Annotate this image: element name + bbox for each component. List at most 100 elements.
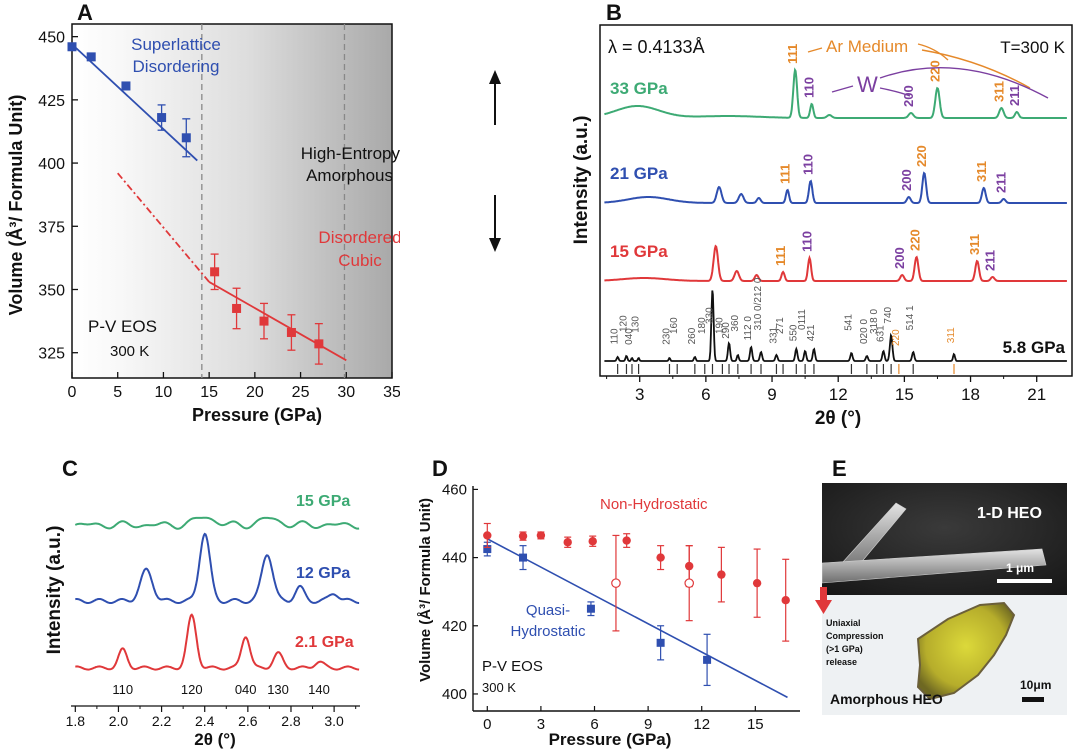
- data-point: [483, 545, 492, 554]
- temperature-label: T=300 K: [1000, 38, 1065, 57]
- peak-label: 220: [908, 229, 923, 251]
- annot-d-300k: 300 K: [482, 680, 516, 695]
- peak-label: 220: [927, 60, 942, 82]
- x-tick-label: 21: [1027, 385, 1046, 404]
- panel-label-b: B: [606, 0, 622, 25]
- data-point: [563, 538, 572, 547]
- fit-line: [71, 43, 198, 162]
- peak-label: 110: [800, 231, 815, 252]
- annot-disordering: Disordering: [133, 57, 220, 76]
- panel-a-arrows: [489, 70, 501, 252]
- pressure-c-15: 15 GPa: [296, 493, 350, 510]
- annot-pv-eos: P-V EOS: [88, 317, 157, 336]
- panel-a-frame: [71, 23, 393, 379]
- x-tick-label: 15: [895, 385, 914, 404]
- hkl-label: 040: [624, 328, 635, 345]
- hkl-label: 318 0: [869, 309, 880, 334]
- fit-line: [208, 281, 347, 362]
- data-point: [536, 531, 546, 540]
- pattern-33gpa: [604, 67, 1067, 119]
- y-tick-label: 375: [38, 219, 65, 236]
- annot-high-entropy: High-Entropy: [301, 144, 400, 163]
- annot-d-pv-eos: P-V EOS: [482, 658, 543, 675]
- hkl-label: 230: [661, 328, 672, 345]
- annot-superlattice: Superlattice: [131, 35, 221, 54]
- data-point: [703, 655, 712, 664]
- x-tick-label: 2.4: [195, 713, 215, 729]
- hkl-label: 311: [946, 327, 957, 343]
- fit-line: [486, 538, 788, 699]
- panel-label-c: C: [62, 456, 78, 481]
- y-tick-label: 440: [442, 550, 467, 567]
- data-point: [210, 267, 220, 277]
- data-point: [232, 303, 242, 313]
- hkl-label: 110: [112, 682, 133, 697]
- data-point: [259, 316, 269, 326]
- peak-label: 111: [773, 246, 788, 266]
- x-tick-label: 2.0: [109, 713, 129, 729]
- panel-d-chart: 0 3 6 9 12 15 400 420 440 460 Volume (Å³/ Formula…: [417, 481, 800, 749]
- ar-medium-label: Ar Medium: [826, 37, 908, 56]
- hkl-label: 541: [843, 314, 854, 331]
- panel-a-chart: 0 5 10 15 20 25 30 35 325 350 375 400 425 450 Volume …: [6, 23, 400, 425]
- label-1d-heo: 1-D HEO: [977, 505, 1042, 522]
- pressure-15: 15 GPa: [610, 242, 668, 261]
- x-tick-label: 3: [635, 385, 644, 404]
- hkl-label: 0111: [797, 309, 808, 330]
- arrow-up-icon: [489, 70, 501, 125]
- peak-label: 311: [967, 234, 982, 255]
- nanorod-horizontal: [822, 548, 1047, 584]
- x-tick-label: 15: [200, 384, 218, 401]
- hkl-label: 740: [883, 306, 894, 323]
- panel-a-xlabel: Pressure (GPa): [192, 405, 322, 425]
- data-point: [181, 133, 191, 143]
- sem-image: [822, 483, 1067, 595]
- data-point: [717, 570, 726, 579]
- data-point: [519, 553, 528, 562]
- peak-label: 200: [892, 247, 907, 269]
- peak-label: 220: [914, 145, 929, 167]
- annot-amorphous: Amorphous: [306, 166, 393, 185]
- data-point: [86, 52, 96, 62]
- pressure-5-8: 5.8 GPa: [1003, 338, 1066, 357]
- hkl-label: 220: [891, 329, 902, 346]
- panel-c-chart: 1.8 2.0 2.2 2.4 2.6 2.8 3.0 110 120 040 130 140 Int…: [44, 493, 360, 749]
- peak-label: 311: [991, 81, 1006, 102]
- x-tick-label: 12: [693, 716, 710, 733]
- x-tick-label: 0: [68, 384, 77, 401]
- x-tick-label: 30: [337, 384, 355, 401]
- peak-label: 110: [802, 77, 817, 98]
- pattern-line: [74, 516, 360, 530]
- peak-label: 200: [899, 169, 914, 191]
- optical-image: [822, 595, 1067, 715]
- pressure-c-2-1: 2.1 GPa: [295, 634, 354, 651]
- hkl-label: 331: [768, 326, 779, 343]
- panel-d-xlabel: Pressure (GPa): [549, 730, 672, 749]
- x-tick-label: 3: [537, 716, 545, 733]
- x-tick-label: 9: [767, 385, 776, 404]
- annot-quasi: Quasi-: [526, 602, 570, 619]
- peak-label: 111: [777, 164, 792, 184]
- hkl-label: 120: [181, 682, 203, 697]
- pattern-15gpa: [604, 244, 1067, 282]
- data-point: [157, 113, 167, 123]
- x-tick-label: 12: [829, 385, 848, 404]
- panel-label-e: E: [832, 456, 847, 481]
- x-tick-label: 9: [644, 716, 652, 733]
- amorphous-crystal: [916, 601, 1016, 701]
- peak-label: 211: [983, 250, 998, 271]
- hkl-label: 110: [610, 328, 621, 344]
- extrapolation-line: [117, 172, 210, 283]
- x-tick-label: 35: [383, 384, 400, 401]
- compression-text: Uniaxial Compression (>1 GPa) release: [826, 618, 884, 667]
- data-point: [588, 537, 597, 546]
- y-tick-label: 460: [442, 481, 467, 498]
- x-tick-label: 2.6: [238, 713, 258, 729]
- data-point: [656, 553, 665, 562]
- y-tick-label: 400: [38, 156, 65, 173]
- arrow-down-icon: [489, 195, 501, 252]
- hkl-label: 330: [704, 307, 715, 324]
- y-tick-label: 350: [38, 283, 65, 300]
- x-tick-label: 15: [747, 716, 764, 733]
- data-point: [622, 536, 631, 545]
